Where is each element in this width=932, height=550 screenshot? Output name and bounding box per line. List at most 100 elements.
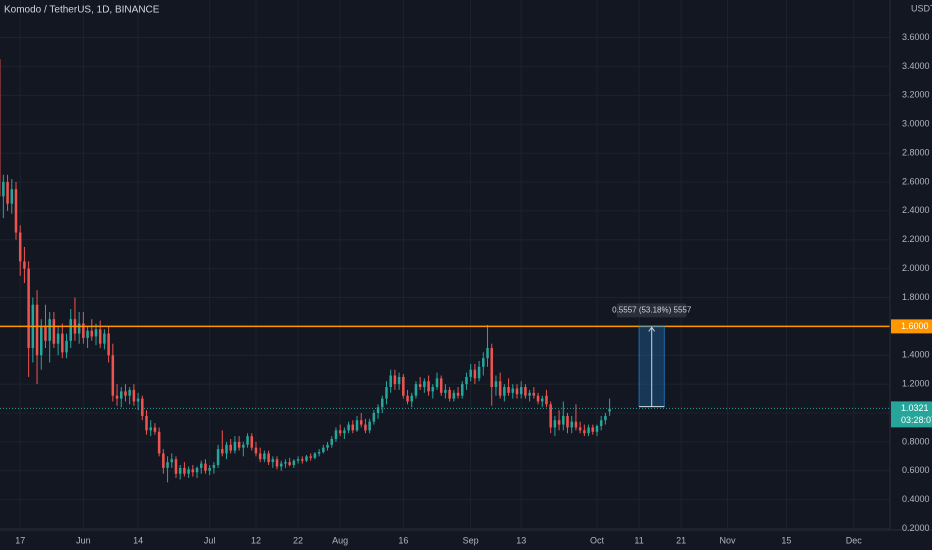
candle-body <box>511 388 515 393</box>
candle-body <box>111 355 115 396</box>
price-line-label: 1.6000 <box>901 321 929 331</box>
candle-body <box>313 453 317 458</box>
candle-body <box>473 369 477 379</box>
candle-body <box>431 387 435 392</box>
candle-body <box>376 407 380 414</box>
candle-body <box>124 391 127 396</box>
candle-body <box>507 387 510 393</box>
price-line-label-box <box>891 319 932 334</box>
y-tick-label: 2.2000 <box>902 234 930 244</box>
candle-body <box>174 459 178 474</box>
plot: 0.5557 (53.18%) 5557 <box>0 59 890 483</box>
candle-body <box>254 447 258 454</box>
candle-body <box>183 467 186 474</box>
candle-body <box>77 323 81 334</box>
candle-body <box>35 304 39 356</box>
candle-body <box>465 376 468 385</box>
candle-body <box>444 389 447 393</box>
candle-body <box>157 431 161 454</box>
candle-body <box>587 427 590 434</box>
candle-body <box>288 462 291 466</box>
y-tick-label: 1.2000 <box>902 379 930 389</box>
candle-body <box>599 420 603 427</box>
candle-body <box>536 395 540 402</box>
candle-body <box>562 415 565 425</box>
y-tick-label: 3.4000 <box>902 61 930 71</box>
candle-body <box>477 366 481 379</box>
candle-body <box>355 420 359 431</box>
candle-body <box>448 389 451 399</box>
unit-label: USDT <box>911 3 932 13</box>
candle-body <box>566 415 569 428</box>
candle-body <box>119 391 123 399</box>
chart-title: Komodo / TetherUS, 1D, BINANCE <box>4 5 160 16</box>
candle-body <box>498 381 502 396</box>
candle-body <box>545 395 548 405</box>
candle-body <box>364 424 367 431</box>
measure-arrow-head <box>648 326 656 332</box>
x-tick-label: 16 <box>398 535 408 545</box>
countdown-label: 03:28:07 <box>901 415 932 425</box>
y-tick-label: 2.4000 <box>902 205 930 215</box>
candle-body <box>69 319 72 341</box>
x-tick-label: Jun <box>76 535 91 545</box>
candle-body <box>237 441 241 448</box>
candle-body <box>56 333 60 344</box>
candle-body <box>456 392 460 396</box>
candle-body <box>199 463 203 468</box>
candle-body <box>524 387 527 396</box>
candle-body <box>351 424 355 431</box>
last-price-label-box <box>891 401 932 428</box>
candle-body <box>39 326 43 356</box>
candle-body <box>460 384 464 396</box>
y-tick-label: 1.4000 <box>902 350 930 360</box>
candle-body <box>267 453 270 463</box>
candle-body <box>439 378 443 393</box>
candle-body <box>393 375 397 385</box>
candle-body <box>170 459 174 463</box>
y-tick-label: 0.6000 <box>902 465 930 475</box>
candle-body <box>381 398 384 408</box>
candle-body <box>414 384 418 396</box>
candle-body <box>191 469 195 473</box>
candle-body <box>343 430 346 434</box>
x-tick-label: 13 <box>516 535 526 545</box>
grid <box>0 0 890 530</box>
axes: 0.20000.40000.60000.80001.00001.20001.40… <box>15 32 932 545</box>
x-tick-label: Jul <box>204 535 216 545</box>
candle-body <box>406 395 409 402</box>
candle-body <box>389 375 392 388</box>
candle-body <box>14 189 18 233</box>
candle-body <box>86 330 89 338</box>
x-tick-label: 21 <box>676 535 686 545</box>
candle-body <box>115 395 119 399</box>
candle-body <box>18 232 22 262</box>
candle-body <box>570 421 573 428</box>
y-tick-label: 1.8000 <box>902 292 930 302</box>
candle-body <box>27 268 30 349</box>
candle-body <box>347 424 350 431</box>
candle-body <box>23 261 26 269</box>
candle-body <box>10 189 14 204</box>
candle-body <box>557 420 561 425</box>
candle-body <box>275 459 279 467</box>
candle-body <box>583 430 586 434</box>
candle-body <box>212 465 216 468</box>
candle-body <box>486 348 489 359</box>
measure-label: 0.5557 (53.18%) 5557 <box>612 305 692 314</box>
candle-body <box>427 381 430 392</box>
y-tick-label: 2.0000 <box>902 263 930 273</box>
candle-body <box>90 330 94 337</box>
candle-body <box>107 333 110 356</box>
candle-body <box>469 369 472 377</box>
candle-body <box>435 378 439 388</box>
candle-body <box>490 348 493 388</box>
y-tick-label: 2.8000 <box>902 147 930 157</box>
candle-body <box>141 398 144 416</box>
candle-body <box>372 413 376 422</box>
y-tick-label: 0.2000 <box>902 523 930 533</box>
candle-body <box>246 436 249 445</box>
candle-body <box>216 449 220 466</box>
candle-body <box>2 181 5 197</box>
